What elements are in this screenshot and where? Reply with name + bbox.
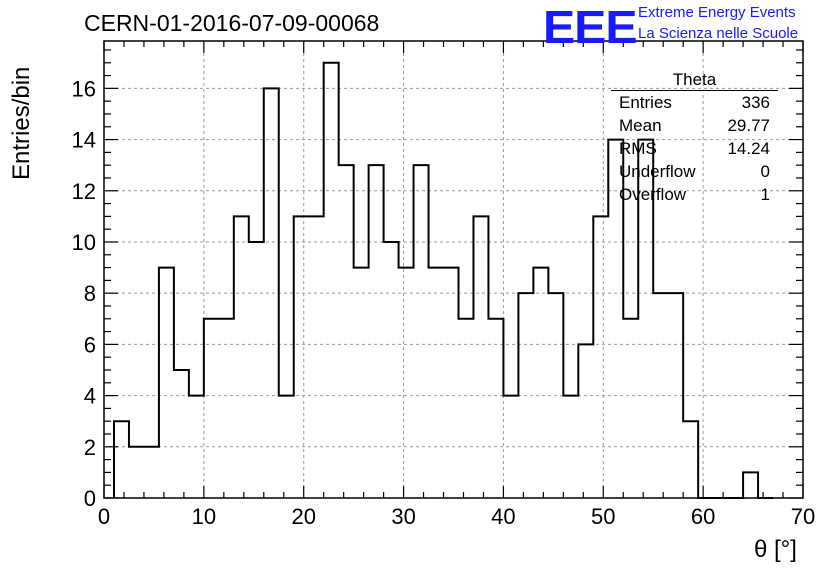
histogram-bin xyxy=(144,447,159,498)
stats-label: Mean xyxy=(619,116,662,135)
histogram-bin xyxy=(444,268,459,498)
stats-label: Overflow xyxy=(619,185,687,204)
histogram-bin xyxy=(174,370,189,498)
x-tick-label: 0 xyxy=(98,504,110,529)
eee-logo: EEE xyxy=(543,1,638,53)
stats-title: Theta xyxy=(611,70,778,91)
histogram-outline xyxy=(112,61,774,499)
histogram-bin xyxy=(204,319,219,498)
histogram-bin xyxy=(114,421,129,498)
histogram-bin xyxy=(743,472,758,498)
histogram-bin xyxy=(578,344,593,498)
x-tick-label: 70 xyxy=(791,504,815,529)
y-tick-label: 0 xyxy=(84,486,96,511)
histogram-bin xyxy=(324,63,339,498)
histogram-bin xyxy=(473,216,488,498)
histogram-bin xyxy=(294,216,309,498)
histogram-bin xyxy=(653,293,668,498)
histogram-bin xyxy=(593,216,608,498)
x-tick-label: 60 xyxy=(691,504,715,529)
histogram-bin xyxy=(249,242,264,498)
stats-label: Entries xyxy=(619,93,672,112)
y-tick-label: 12 xyxy=(72,179,96,204)
histogram-bin xyxy=(503,396,518,498)
stats-row-entries: Entries 336 xyxy=(611,91,778,114)
histogram-bin xyxy=(623,319,638,498)
x-tick-label: 20 xyxy=(291,504,315,529)
x-tick-label: 50 xyxy=(591,504,615,529)
stats-value: 14.24 xyxy=(727,139,770,158)
y-tick-label: 14 xyxy=(72,128,96,153)
histogram-bin xyxy=(159,268,174,498)
y-tick-label: 8 xyxy=(84,281,96,306)
histogram-bin xyxy=(399,268,414,498)
stats-box: Theta Entries 336 Mean 29.77 RMS 14.24 U… xyxy=(611,70,778,206)
histogram-bin xyxy=(309,216,324,498)
y-tick-label: 4 xyxy=(84,384,96,409)
histogram-bin xyxy=(488,319,503,498)
stats-value: 29.77 xyxy=(727,116,770,135)
stats-value: 336 xyxy=(741,93,770,112)
stats-value: 0 xyxy=(760,162,770,181)
histogram-bin xyxy=(533,268,548,498)
stats-value: 1 xyxy=(760,185,770,204)
x-tick-label: 10 xyxy=(192,504,216,529)
histogram-bin xyxy=(354,268,369,498)
y-tick-label: 6 xyxy=(84,332,96,357)
stats-row-mean: Mean 29.77 xyxy=(611,114,778,137)
histogram-bin xyxy=(234,216,249,498)
histogram-bin xyxy=(384,242,399,498)
histogram-bin xyxy=(563,396,578,498)
histogram-bin xyxy=(339,165,354,498)
logo-subtitle-1: Extreme Energy Events xyxy=(638,4,796,21)
y-tick-label: 10 xyxy=(72,230,96,255)
plot-frame xyxy=(103,40,804,499)
y-axis-label: Entries/bin xyxy=(8,66,35,180)
histogram-bin xyxy=(369,165,384,498)
stats-label: RMS xyxy=(619,139,657,158)
histogram-bin xyxy=(429,268,444,498)
chart-title: CERN-01-2016-07-09-00068 xyxy=(84,10,380,36)
histogram-bin xyxy=(458,319,473,498)
y-tick-label: 16 xyxy=(72,76,96,101)
stats-row-rms: RMS 14.24 xyxy=(611,137,778,160)
histogram-bin xyxy=(129,447,144,498)
histogram-bin xyxy=(219,319,234,498)
logo-subtitle-2: La Scienza nelle Scuole xyxy=(638,25,799,42)
stats-row-underflow: Underflow 0 xyxy=(611,160,778,183)
stats-row-overflow: Overflow 1 xyxy=(611,183,778,206)
histogram-bin xyxy=(683,421,698,498)
x-tick-label: 30 xyxy=(391,504,415,529)
y-tick-label: 2 xyxy=(84,435,96,460)
x-axis-label: θ [°] xyxy=(754,536,797,563)
stats-label: Underflow xyxy=(619,162,696,181)
histogram-bin xyxy=(414,165,429,498)
x-tick-label: 40 xyxy=(491,504,515,529)
